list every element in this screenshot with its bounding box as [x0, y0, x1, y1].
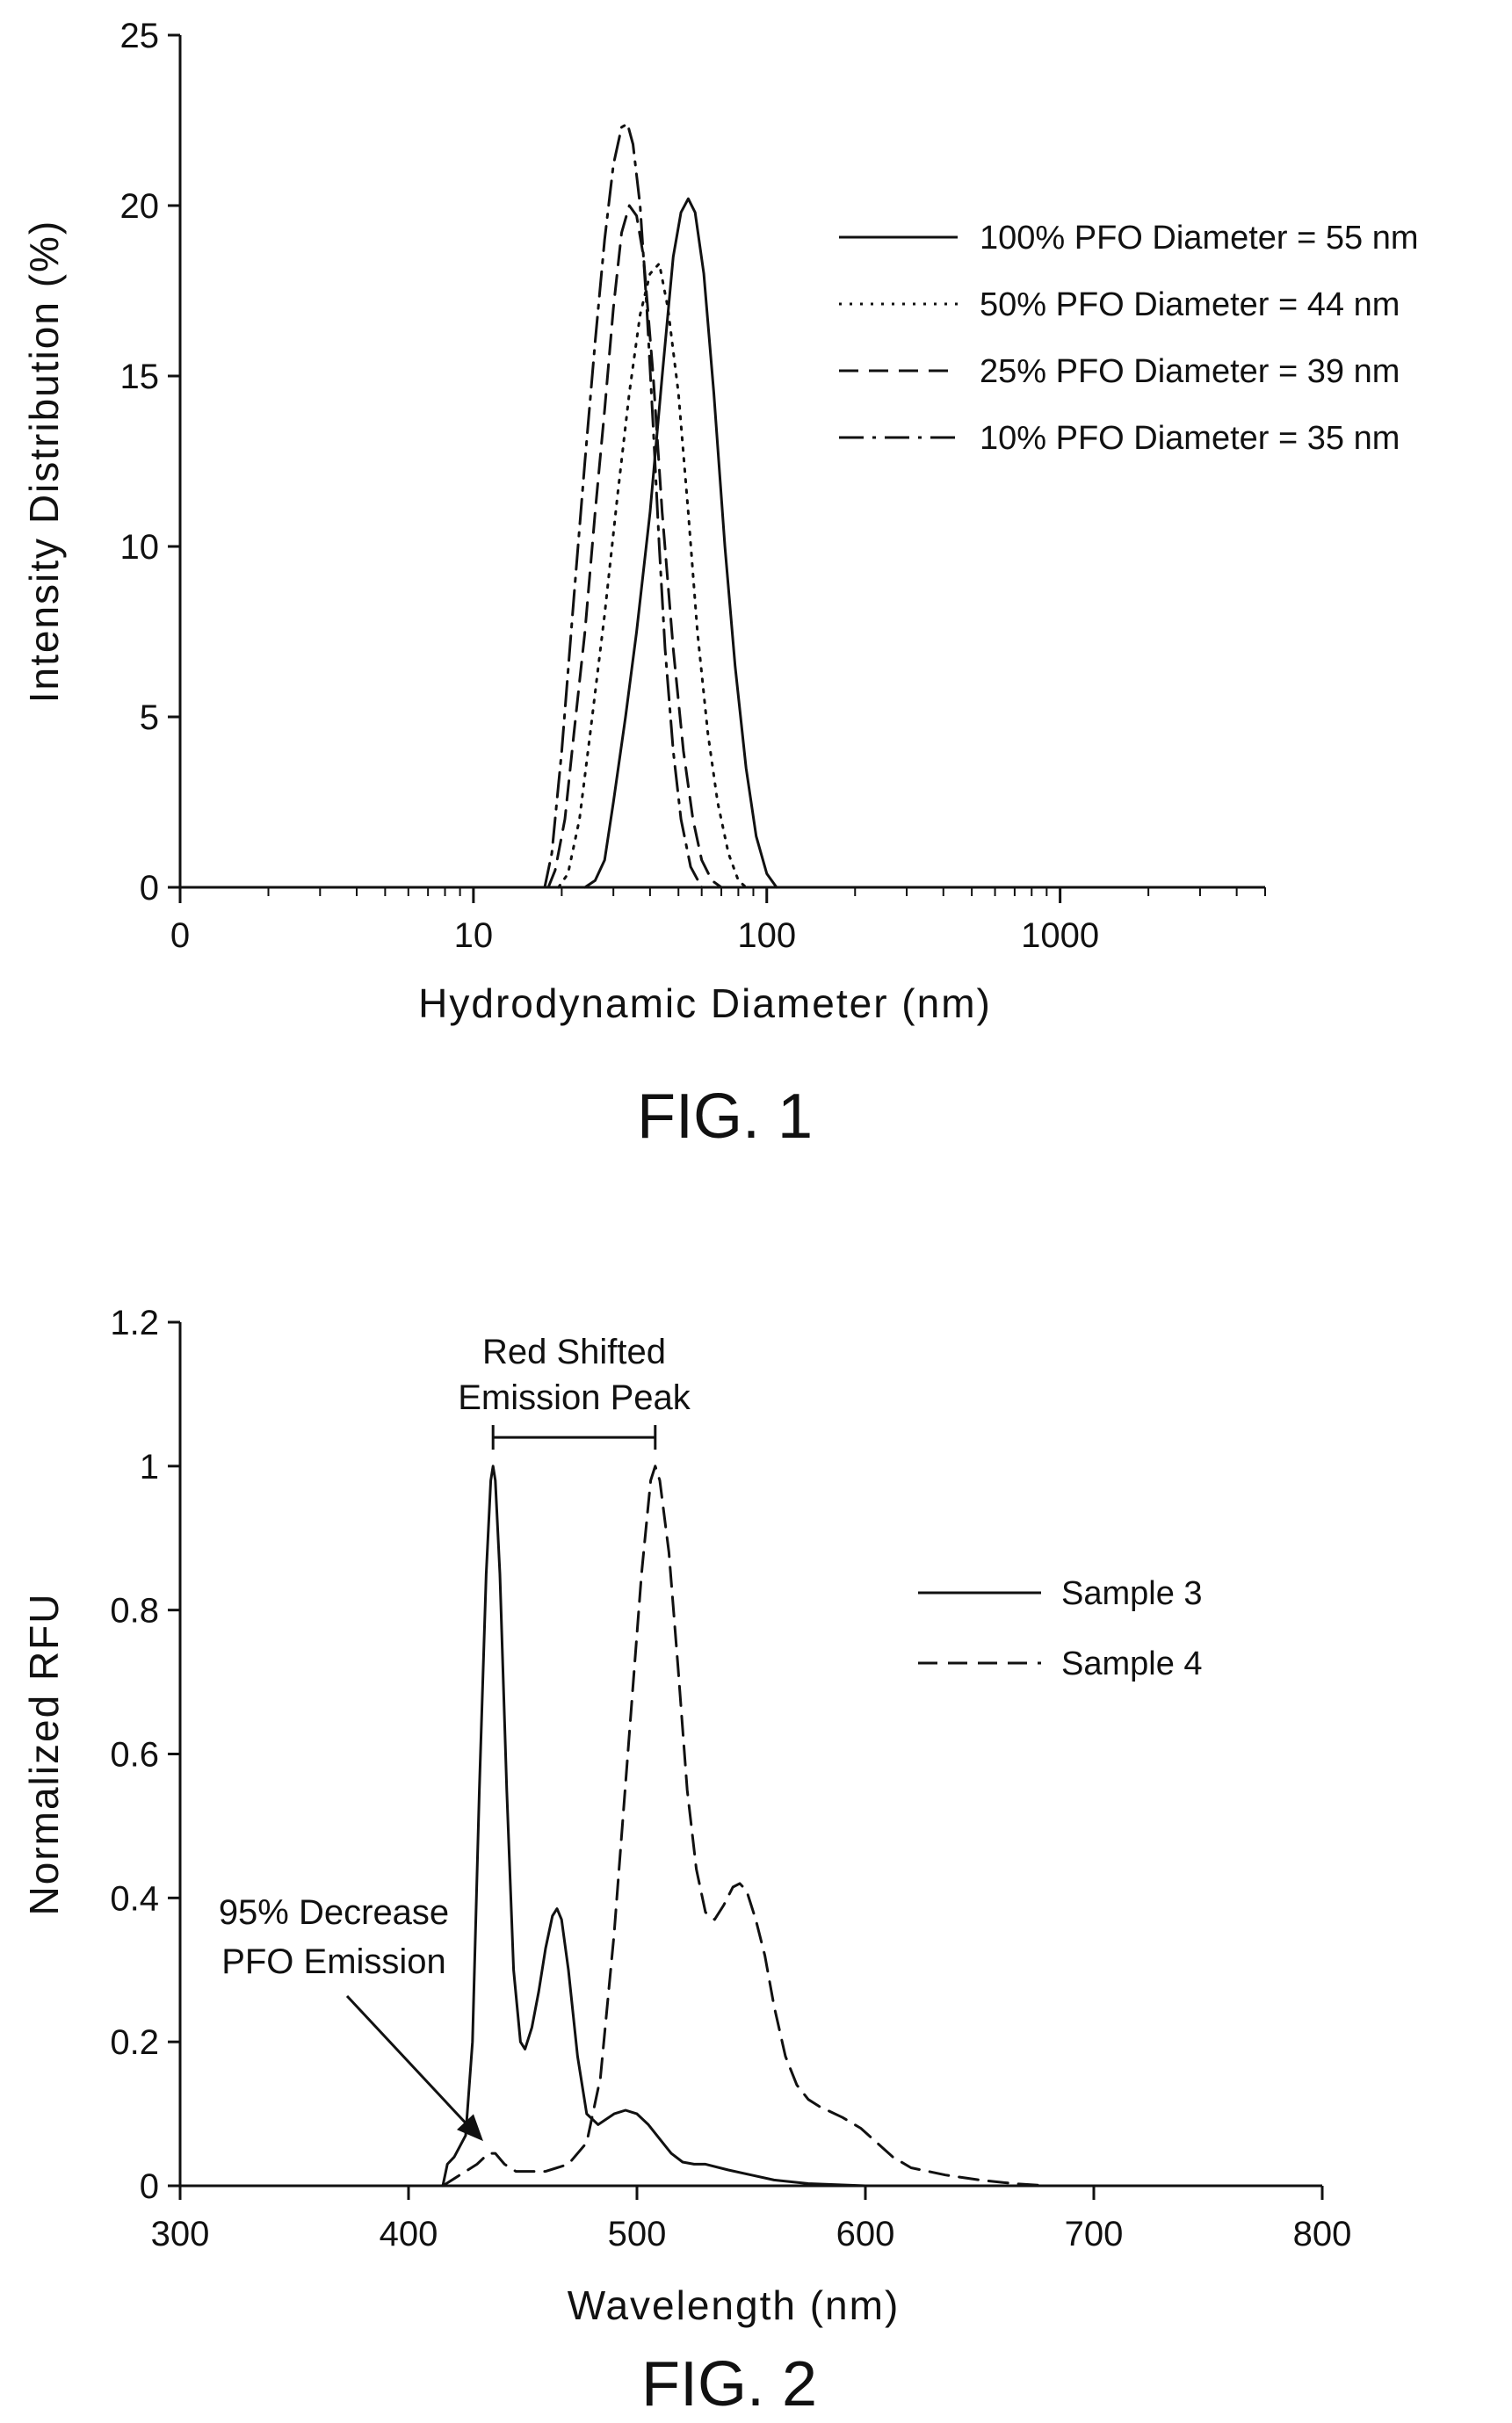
chart-fig-2: 0 0.2 0.4 0.6 0.8 1 1.2 300 400 500 600 700 800 Wavel… [21, 1304, 1351, 2419]
annotation-text: 95% Decrease [219, 1893, 449, 1932]
x-tick-label: 800 [1293, 2215, 1352, 2253]
y-tick-label: 20 [120, 187, 160, 226]
x-tick-label: 0 [170, 916, 190, 955]
x-tick-label: 700 [1065, 2215, 1124, 2253]
series-line-3 [546, 204, 723, 889]
series-line-2 [441, 1465, 1050, 2188]
x-tick-label: 1000 [1021, 916, 1099, 955]
x-tick-label: 300 [151, 2215, 210, 2253]
x-tick-label: 100 [737, 916, 796, 955]
series-line-1 [583, 197, 778, 889]
y-axis-title: Intensity Distribution (%) [21, 220, 67, 704]
series-line-4 [543, 122, 704, 889]
legend-label-1: 100% PFO Diameter = 55 nm [980, 220, 1419, 257]
series-line-2 [557, 262, 748, 889]
series-line-1 [441, 1465, 867, 2188]
x-tick-label: 600 [836, 2215, 895, 2253]
annotation-arrow-head [456, 2114, 483, 2142]
legend-label-1: Sample 3 [1061, 1575, 1203, 1612]
annotation-arrow-line [345, 1994, 474, 2132]
y-axis-title: Normalized RFU [21, 1593, 67, 1916]
y-tick-label: 0 [140, 869, 159, 908]
annotation-text: PFO Emission [221, 1942, 446, 1981]
y-tick-label: 15 [120, 358, 160, 396]
figure-label: FIG. 2 [641, 2349, 817, 2419]
annotation-text: Red Shifted [482, 1333, 666, 1371]
y-tick-label: 0.4 [110, 1879, 159, 1918]
y-tick-label: 0.2 [110, 2023, 159, 2062]
y-tick-label: 25 [120, 17, 160, 55]
x-axis-title: Wavelength (nm) [568, 2282, 901, 2328]
y-tick-label: 1 [140, 1448, 159, 1486]
legend-label-4: 10% PFO Diameter = 35 nm [980, 420, 1400, 457]
legend-label-2: 50% PFO Diameter = 44 nm [980, 286, 1400, 323]
y-tick-label: 1.2 [110, 1304, 159, 1342]
y-tick-label: 5 [140, 698, 159, 737]
x-tick-label: 400 [380, 2215, 438, 2253]
y-tick-label: 0.8 [110, 1592, 159, 1631]
annotation-text: Emission Peak [458, 1378, 691, 1417]
x-tick-label: 500 [608, 2215, 667, 2253]
chart-fig-1: 0 5 10 15 20 25 0 10 100 1000 Hydrodynamic Diamete… [21, 17, 1419, 1152]
x-tick-label: 10 [454, 916, 494, 955]
y-tick-label: 10 [120, 528, 160, 567]
legend-label-2: Sample 4 [1061, 1645, 1203, 1682]
x-axis-title: Hydrodynamic Diameter (nm) [418, 980, 992, 1026]
y-tick-label: 0.6 [110, 1736, 159, 1775]
figure-label: FIG. 1 [637, 1081, 813, 1152]
legend-label-3: 25% PFO Diameter = 39 nm [980, 353, 1400, 390]
y-tick-label: 0 [140, 2167, 159, 2206]
